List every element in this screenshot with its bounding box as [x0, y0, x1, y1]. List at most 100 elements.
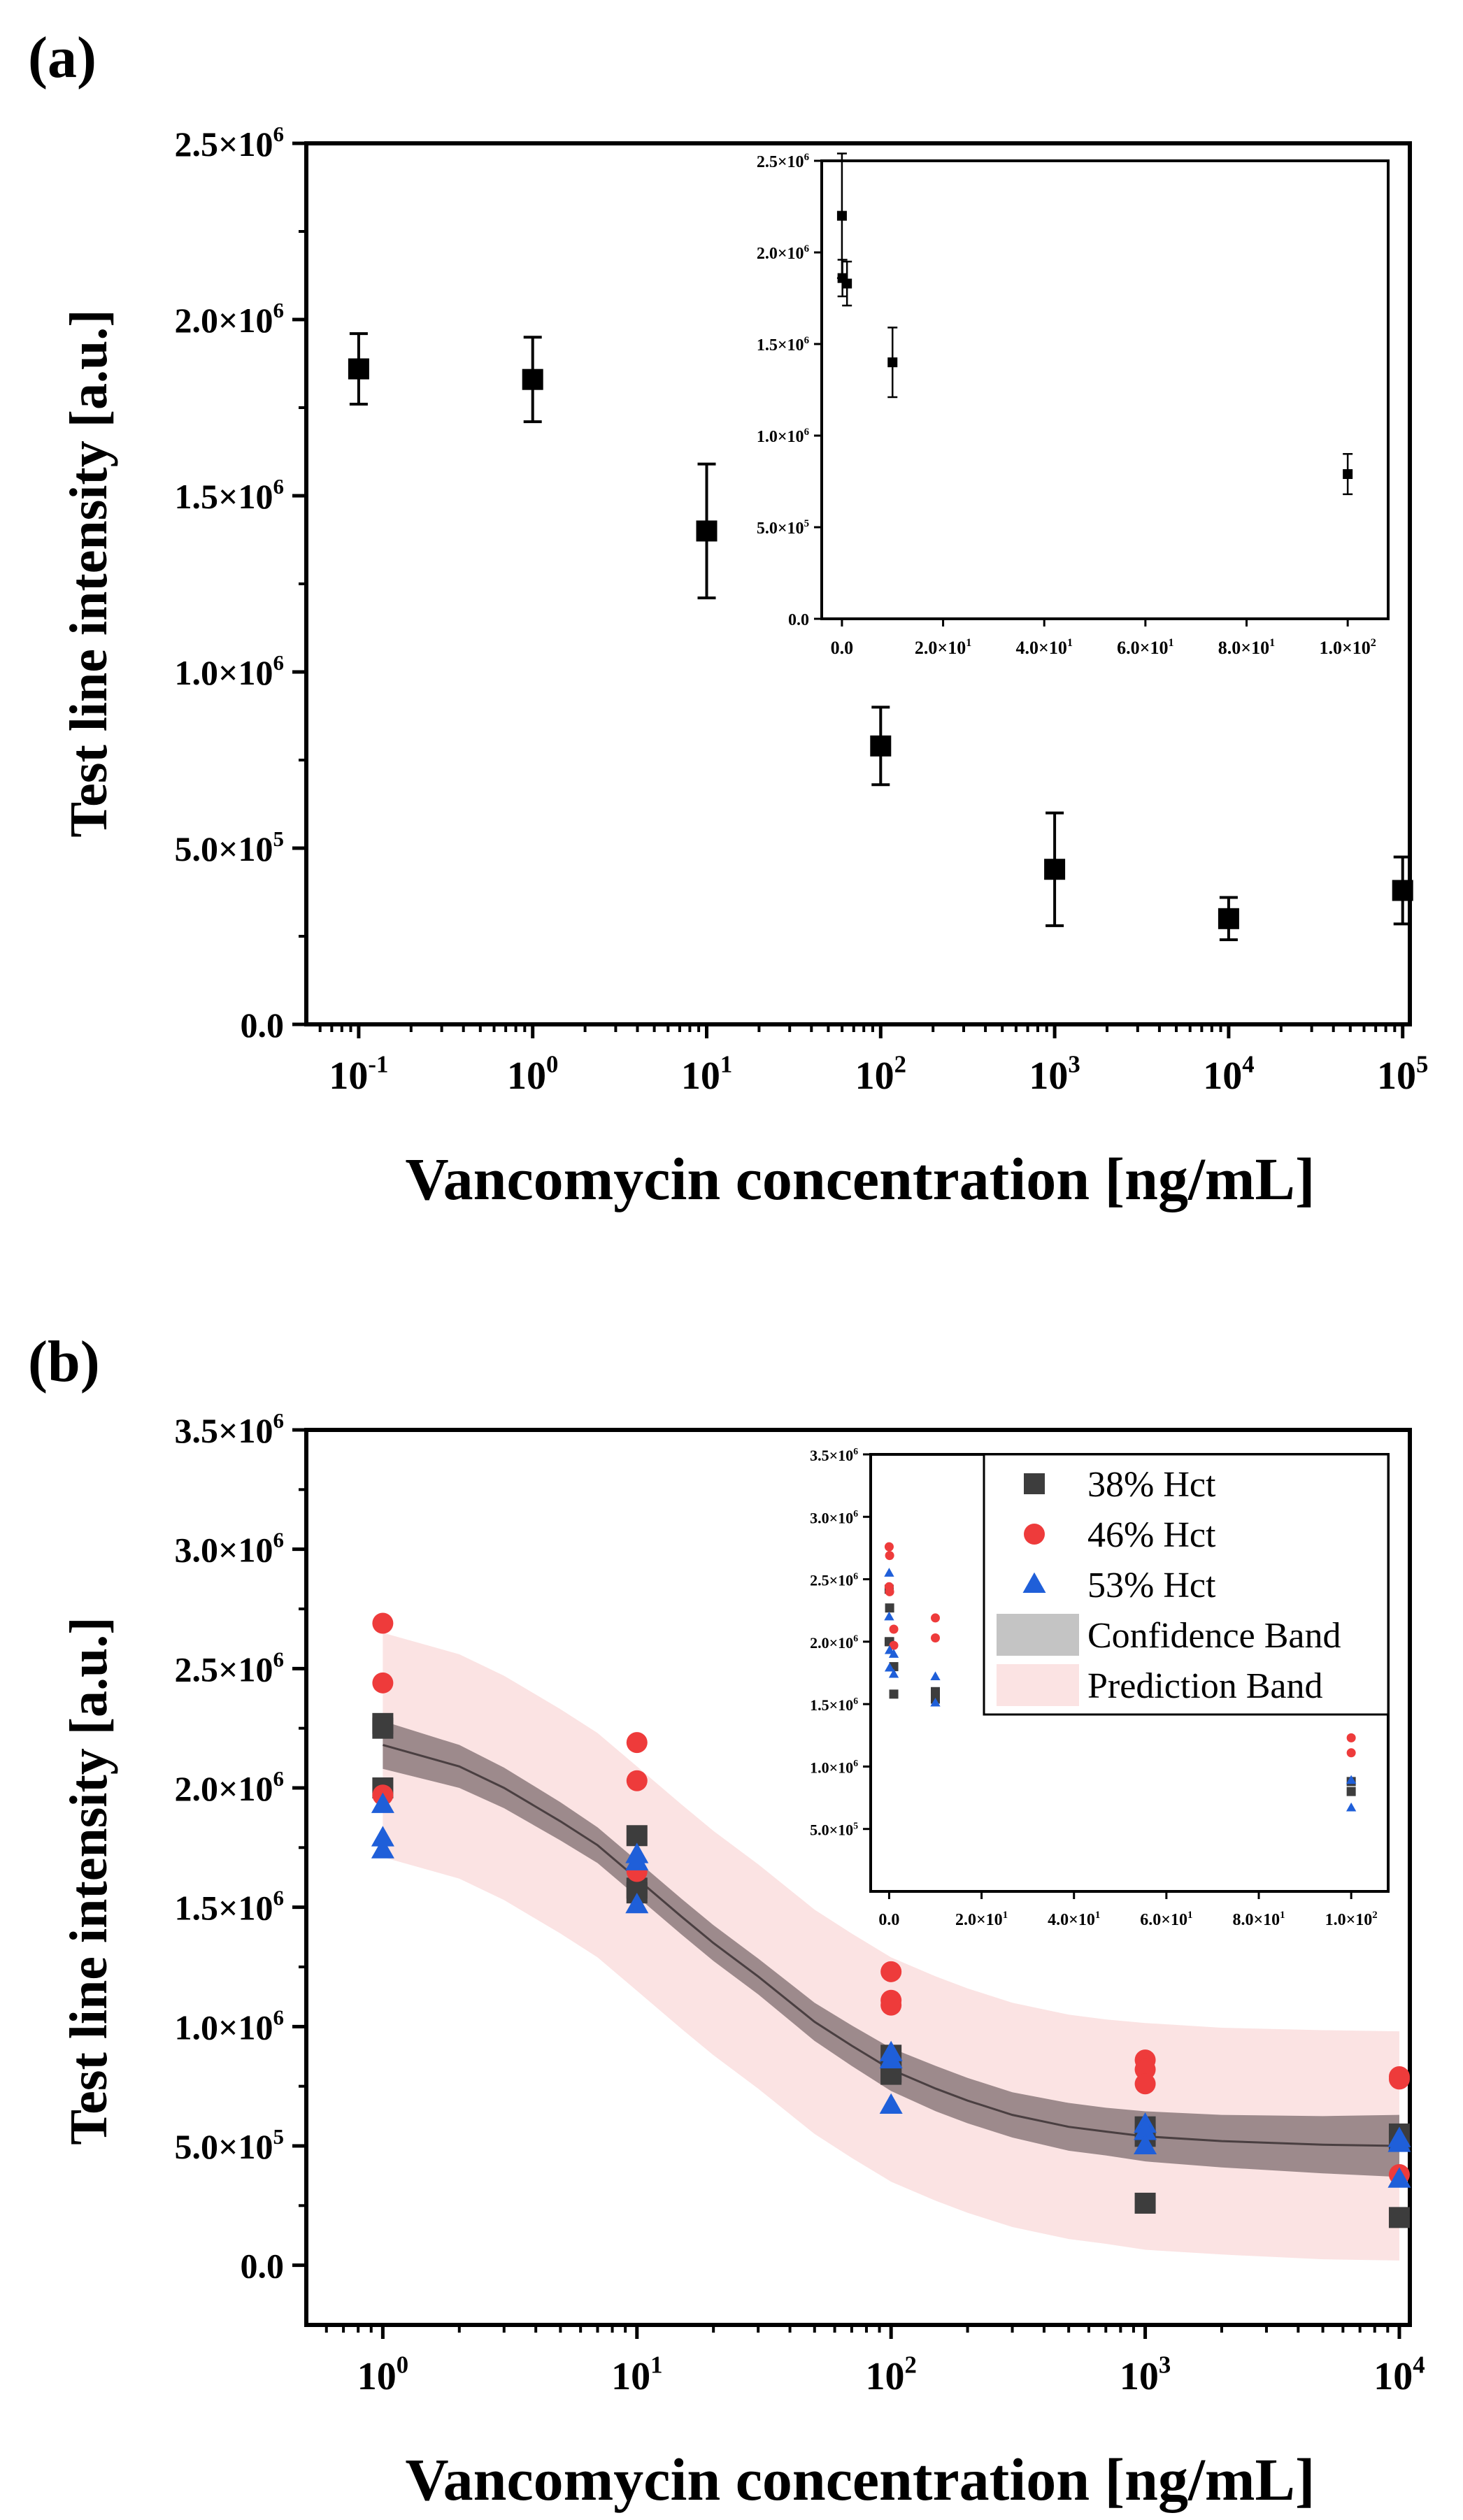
panel-b-inset-point-series-2: [889, 1640, 899, 1650]
panel-b-label: (b): [28, 1329, 100, 1394]
panel-b-point-series-2: [626, 1732, 648, 1754]
panel-b-legend-label: Prediction Band: [1087, 1666, 1323, 1706]
panel-b-inset-point-series-1: [931, 1687, 940, 1696]
panel-b-x-tick-label: 101: [611, 2351, 662, 2398]
panel-b-inset-point-series-1: [885, 1603, 894, 1613]
panel-b-point-series-2: [1388, 2068, 1410, 2090]
panel-b-inset-point-series-3: [884, 1662, 895, 1672]
panel-b-inset-point-series-3: [884, 1645, 895, 1654]
panel-b-inset-point-series-2: [931, 1633, 940, 1642]
panel-b-inset-point-series-3: [884, 1611, 894, 1621]
panel-b-legend-band-swatch: [997, 1614, 1079, 1656]
panel-a-inset-x-tick-label: 6.0×101: [1117, 637, 1173, 658]
panel-a-data-point: [696, 520, 718, 542]
panel-a-y-tick-label: 0.0: [241, 1005, 285, 1045]
panel-b-inset-point-series-2: [1346, 1748, 1356, 1758]
panel-a-x-tick-label: 104: [1203, 1050, 1254, 1098]
panel-b-legend-swatch-1: [1024, 1473, 1045, 1494]
panel-b-point-series-3: [1387, 2131, 1411, 2152]
panel-b-axes: 100 101 102 103 104 0.0 5.0×105 1.0×106 1.5×106 2…: [175, 1408, 1425, 2398]
panel-b-legend-label: 38% Hct: [1087, 1465, 1216, 1505]
panel-b-point-series-3: [1387, 2167, 1411, 2188]
panel-a-y-tick-label: 2.0×106: [175, 298, 285, 340]
panel-a-inset-data-point: [1343, 469, 1353, 480]
panel-b-inset-point-series-3: [888, 1649, 899, 1658]
panel-b-y-tick-label: 5.0×105: [175, 2124, 285, 2166]
panel-b-inset-point-series-2: [1346, 1733, 1356, 1742]
panel-b-point-series-1: [626, 1825, 648, 1847]
panel-a-x-tick-label: 105: [1377, 1050, 1428, 1098]
panel-b-legend: 38% Hct 46% Hct 53% Hct Confidence Band Pred…: [983, 1453, 1390, 1716]
panel-b-point-series-2: [1134, 2073, 1156, 2095]
panel-a-inset-x-tick-label: 0.0: [831, 638, 854, 658]
panel-b-point-series-3: [879, 2047, 903, 2069]
panel-a-x-tick-label: 102: [855, 1050, 906, 1098]
panel-a-inset-x-tick-label: 8.0×101: [1218, 637, 1275, 658]
panel-b-x-axis-label: Vancomycin concentration [ng/mL]: [405, 2446, 1315, 2513]
panel-b-inset-point-series-1: [1346, 1787, 1356, 1796]
panel-a-inset-frame: [820, 159, 1390, 620]
panel-b-inset-x-tick-label: 8.0×101: [1232, 1910, 1285, 1929]
panel-b-point-series-2: [626, 1770, 648, 1791]
panel-b-inset-point-series-3: [884, 1568, 894, 1577]
panel-a-x-tick-label: 10-1: [329, 1050, 388, 1098]
panel-b-y-tick-label: 2.5×106: [175, 1647, 285, 1689]
panel-b-inset-y-tick-label: 3.5×106: [810, 1446, 858, 1464]
panel-b-inset-point-series-1: [889, 1689, 899, 1699]
panel-a-x-tick-label: 101: [681, 1050, 732, 1098]
panel-b-point-series-2: [880, 1961, 902, 1982]
panel-a-data-point: [1392, 880, 1413, 901]
panel-b-point-series-3: [1134, 2119, 1157, 2140]
panel-b-y-tick-label: 3.0×106: [175, 1528, 285, 1570]
panel-b-inset-y-tick-label: 3.0×106: [810, 1508, 858, 1526]
panel-b-inset-point-series-2: [885, 1587, 894, 1596]
panel-b-x-tick-label: 103: [1120, 2351, 1171, 2398]
panel-b-x-tick-label: 104: [1373, 2351, 1425, 2398]
panel-b-point-series-3: [625, 1849, 649, 1870]
panel-b-point-series-3: [1134, 2133, 1157, 2154]
panel-a-data-point: [1044, 859, 1066, 880]
panel-b-point-series-3: [371, 1792, 394, 1813]
panel-a-gridless-axes: 10-1 100 101 102 103 104 105 0.0 5.0×105 1.0×106 1…: [175, 122, 1429, 1098]
panel-a-inset-y-tick-label: 2.5×106: [757, 152, 809, 171]
panel-b-y-tick-label: 3.5×106: [175, 1408, 285, 1450]
panel-b-point-series-2: [880, 1994, 902, 2016]
panel-b-inset-x-tick-label: 0.0: [878, 1911, 899, 1929]
panel-b-confidence-band: [383, 1721, 1399, 2177]
panel-b-inset-y-tick-label: 1.0×106: [810, 1758, 858, 1776]
panel-a-inset-y-tick-label: 2.0×106: [757, 243, 809, 263]
panel-b-plot-frame: [304, 1428, 1412, 2327]
panel-a-y-tick-label: 2.5×106: [175, 122, 285, 164]
panel-a-inset-y-tick-label: 5.0×105: [757, 518, 809, 538]
panel-a-inset-x-tick-label: 1.0×102: [1319, 637, 1376, 658]
panel-b-x-tick-label: 100: [357, 2351, 408, 2398]
panel-a: (a) 10-1 100 101 102 103 104 105 0.0 5.0×105 1.0×…: [28, 25, 1428, 1212]
panel-b-legend-label: 53% Hct: [1087, 1566, 1216, 1605]
panel-b-inset-x-tick-label: 6.0×101: [1140, 1910, 1192, 1929]
panel-b-y-tick-label: 0.0: [241, 2247, 285, 2286]
panel-b-y-tick-label: 1.0×106: [175, 2005, 285, 2047]
panel-a-inset-data-point: [836, 210, 847, 221]
panel-b-inset-point-series-2: [889, 1624, 899, 1634]
panel-b-inset-x-tick-label: 2.0×101: [955, 1910, 1008, 1929]
panel-b-x-tick-label: 102: [865, 2351, 916, 2398]
panel-b-point-series-2: [372, 1672, 394, 1694]
panel-b-legend-swatch-3: [1022, 1572, 1046, 1593]
panel-a-data-point: [1218, 908, 1239, 929]
panel-b-point-series-3: [879, 2093, 903, 2114]
panel-b-inset-point-series-2: [885, 1551, 894, 1561]
panel-a-data-point: [870, 735, 892, 757]
panel-b-legend-label: 46% Hct: [1087, 1515, 1216, 1555]
panel-a-inset-y-tick-label: 1.5×106: [757, 335, 809, 355]
panel-a-y-tick-label: 1.0×106: [175, 650, 285, 692]
panel-a-x-tick-label: 100: [507, 1050, 558, 1098]
panel-a-inset-x-tick-label: 4.0×101: [1016, 637, 1073, 658]
panel-b-y-tick-label: 2.0×106: [175, 1766, 285, 1808]
panel-a-y-tick-label: 5.0×105: [175, 826, 285, 868]
panel-b-point-series-1: [372, 1717, 394, 1739]
panel-a-x-axis-label: Vancomycin concentration [ng/mL]: [405, 1145, 1315, 1212]
panel-b-inset-point-series-3: [930, 1671, 941, 1681]
panel-a-x-tick-label: 103: [1029, 1050, 1080, 1098]
panel-b-y-tick-label: 1.5×106: [175, 1886, 285, 1928]
